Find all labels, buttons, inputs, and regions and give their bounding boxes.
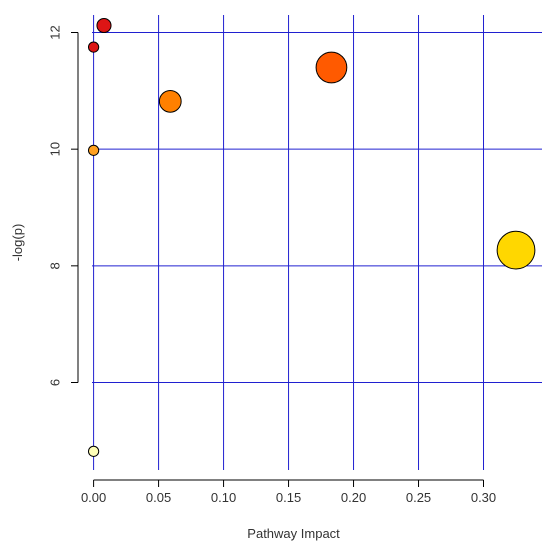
data-point-1[interactable] — [87, 41, 100, 53]
y-axis-title: -log(p) — [10, 224, 25, 262]
data-point-5[interactable] — [496, 230, 536, 270]
x-tick-label-6: 0.30 — [471, 490, 496, 505]
x-axis-title: Pathway Impact — [247, 526, 340, 541]
data-points — [87, 17, 536, 457]
x-tick-label-2: 0.10 — [211, 490, 236, 505]
data-point-4[interactable] — [87, 144, 100, 156]
x-tick-label-0: 0.00 — [81, 490, 106, 505]
y-tick-label-2: 10 — [47, 142, 62, 156]
data-point-2[interactable] — [315, 51, 348, 84]
y-axis-ticks: 6 8 10 12 — [47, 25, 78, 386]
x-axis-ticks: 0.00 0.05 0.10 0.15 0.20 0.25 0.30 — [81, 480, 496, 505]
grid-lines — [92, 15, 542, 470]
y-tick-label-3: 12 — [47, 25, 62, 39]
data-point-3[interactable] — [158, 89, 182, 113]
data-point-0[interactable] — [96, 17, 112, 34]
x-tick-label-3: 0.15 — [276, 490, 301, 505]
data-point-6[interactable] — [87, 445, 100, 457]
y-tick-label-0: 6 — [47, 379, 62, 386]
x-tick-label-1: 0.05 — [146, 490, 171, 505]
x-tick-label-5: 0.25 — [406, 490, 431, 505]
x-tick-label-4: 0.20 — [341, 490, 366, 505]
y-tick-label-1: 8 — [47, 262, 62, 269]
